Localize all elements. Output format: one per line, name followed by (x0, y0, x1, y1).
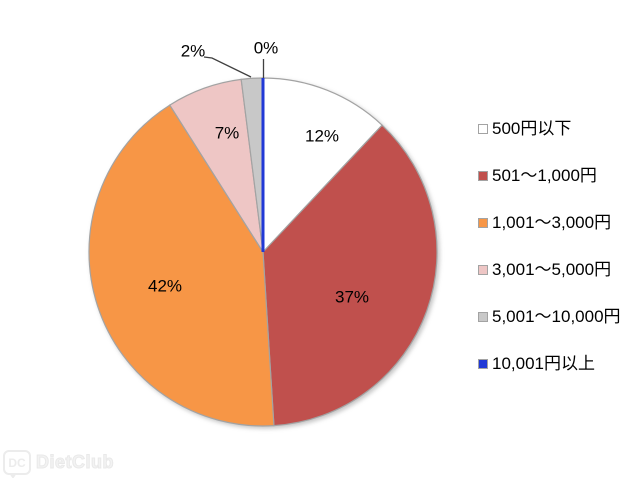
legend-swatch-icon (478, 171, 488, 181)
dietclub-watermark: DC DietClub (3, 450, 115, 478)
slice-label-2: 42% (148, 277, 182, 296)
legend-item-label: 500円以下 (492, 119, 572, 138)
legend-item-label: 3,001～5,000円 (492, 260, 612, 279)
dietclub-logo-icon: DC (3, 450, 31, 478)
dietclub-brand-text: DietClub (36, 452, 115, 473)
slice-label-3: 7% (215, 124, 240, 143)
legend-swatch-icon (478, 312, 488, 322)
slice-label-1: 37% (335, 288, 369, 307)
pie-slice-1 (262, 124, 438, 427)
slice-label-5: 0% (254, 39, 279, 58)
legend-item-label: 1,001～3,000円 (492, 213, 612, 232)
legend-item-0: 500円以下 (478, 119, 621, 139)
pie-slice-2 (88, 104, 275, 427)
legend: 500円以下 501～1,000円 1,001～3,000円 3,001～5,000円… (478, 119, 621, 374)
pie-slice-0 (262, 77, 383, 254)
slice-label-4: 2% (181, 42, 206, 61)
legend-item-label: 5,001～10,000円 (492, 307, 621, 326)
legend-item-2: 1,001～3,000円 (478, 213, 621, 233)
slice-label-0: 12% (305, 127, 339, 146)
legend-swatch-icon (478, 218, 488, 228)
legend-item-5: 10,001円以上 (478, 354, 621, 374)
legend-swatch-icon (478, 124, 488, 134)
legend-item-3: 3,001～5,000円 (478, 260, 621, 280)
legend-swatch-icon (478, 359, 488, 369)
leader-line-4 (203, 56, 252, 78)
legend-item-4: 5,001～10,000円 (478, 307, 621, 327)
legend-item-label: 10,001円以上 (492, 354, 595, 373)
legend-item-1: 501～1,000円 (478, 166, 621, 186)
legend-item-label: 501～1,000円 (492, 166, 597, 185)
legend-swatch-icon (478, 265, 488, 275)
